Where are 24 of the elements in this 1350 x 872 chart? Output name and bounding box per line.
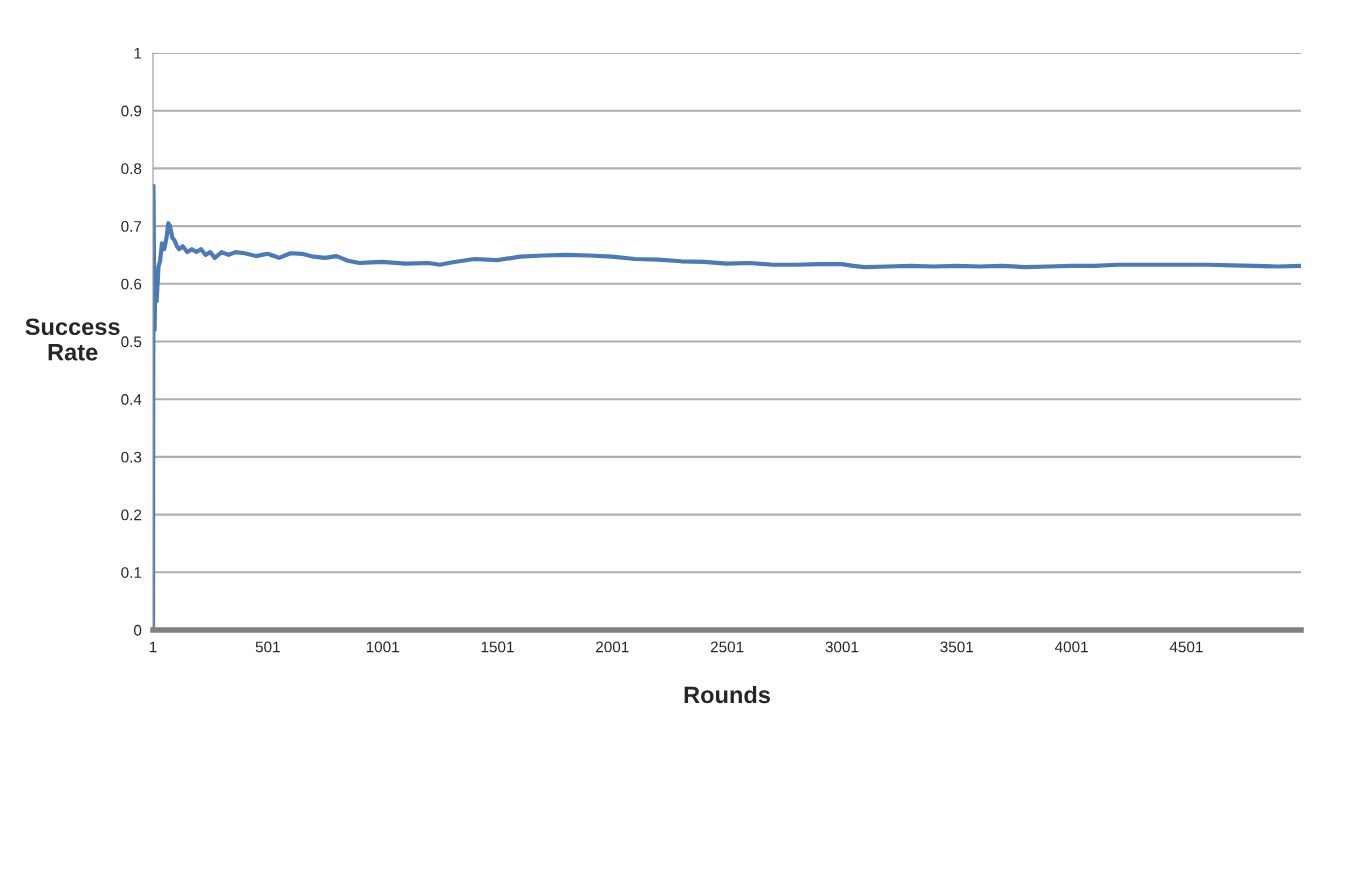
x-tick-label: 2501 xyxy=(710,641,744,653)
x-tick-label: 3501 xyxy=(940,641,974,653)
y-tick-label: 0.4 xyxy=(121,394,142,405)
y-axis-title: Success Rate xyxy=(25,318,120,361)
y-tick-label: 0.9 xyxy=(121,105,142,117)
line-series xyxy=(153,183,1301,630)
y-tick-label: 0.8 xyxy=(121,163,142,175)
x-tick-label: 3001 xyxy=(825,641,859,653)
y-tick-label: 0.7 xyxy=(121,220,142,232)
y-tick-label: 1 xyxy=(134,48,142,59)
y-tick-label: 0.6 xyxy=(121,278,142,290)
x-tick-label: 1001 xyxy=(366,641,399,653)
x-tick-label: 1 xyxy=(149,641,157,653)
y-tick-label: 0.2 xyxy=(121,509,142,521)
y-tick-label: 0.5 xyxy=(121,336,142,348)
x-axis-title: Rounds xyxy=(684,685,770,704)
x-tick-label: 4501 xyxy=(1169,641,1203,653)
x-tick-label: 4001 xyxy=(1054,641,1088,653)
y-tick-label: 0.3 xyxy=(121,451,142,463)
x-tick-label: 1501 xyxy=(481,641,514,653)
x-tick-label: 2001 xyxy=(596,641,629,653)
y-tick-label: 0.1 xyxy=(121,567,142,578)
y-tick-label: 0 xyxy=(133,624,142,636)
x-tick-label: 501 xyxy=(255,641,280,653)
